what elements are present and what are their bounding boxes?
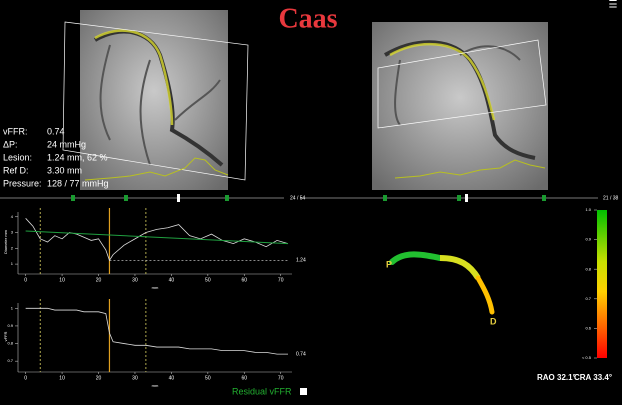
stat-label: vFFR: [3,126,28,136]
y-tick-label: 3 [11,230,14,235]
legend-toggle[interactable] [300,388,307,395]
stat-value: 128 / 77 mmHg [47,178,109,188]
y-tick-label: 1 [11,305,14,310]
x-tick-label: 40 [169,277,175,283]
x-axis-label: mm [152,383,159,388]
x-tick-label: 70 [278,277,284,283]
scale-tick-label: 0.8 [585,266,591,271]
scale-tick-label: < 0.5 [582,355,592,360]
x-tick-label: 20 [96,375,102,381]
stat-label: Ref D: [3,165,29,175]
scale-tick-label: 0.9 [585,237,591,242]
x-tick-label: 50 [205,277,211,283]
angio-right [372,22,548,190]
diameter-curve [25,218,289,262]
stat-label: Pressure: [3,178,42,188]
y-axis-label: Diameter mm [3,229,8,254]
y-axis-label: vFFR [3,332,8,342]
x-tick-label: 20 [96,277,102,283]
frame-counter: 24 / 54 [290,195,306,201]
vffr-end-label: 0.74 [296,351,306,357]
distal-label: D [490,316,497,326]
x-tick-label: 0 [24,375,27,381]
y-tick-label: 0.7 [7,358,13,363]
reference-line [25,230,289,245]
x-axis-label: mm [152,285,159,290]
scale-tick-label: 0.6 [585,325,591,330]
stat-value: 0.74 [47,126,65,136]
stat-label: Lesion: [3,152,32,162]
frame-counter: 21 / 38 [603,195,619,201]
stat-value: 24 mmHg [47,139,86,149]
y-tick-label: 1 [11,261,14,266]
menu-button[interactable]: ☰ [609,0,618,11]
y-tick-label: 2 [11,245,14,250]
proximal-label: P [386,259,392,269]
x-tick-label: 30 [132,375,138,381]
stat-value: 1.24 mm, 62 % [47,152,108,162]
x-tick-label: 10 [59,277,65,283]
angio-left [62,10,249,190]
scale-tick-label: 0.7 [585,296,591,301]
x-tick-label: 60 [241,375,247,381]
x-tick-label: 30 [132,277,138,283]
x-tick-label: 10 [59,375,65,381]
scale-tick-label: 1.0 [585,207,591,212]
stat-label: ΔP: [3,139,18,149]
x-tick-label: 70 [278,375,284,381]
legend-label: Residual vFFR [232,386,292,396]
min-diameter-label: 1.24 [296,258,306,264]
y-tick-label: 0.9 [7,323,13,328]
vffr-curve [25,307,288,355]
x-tick-label: 40 [169,375,175,381]
frame-slider-right[interactable] [300,194,598,202]
frame-slider-left[interactable] [0,194,284,202]
x-tick-label: 50 [205,375,211,381]
x-tick-label: 0 [24,277,27,283]
y-tick-label: 0.8 [7,341,13,346]
color-scale-bar [597,210,607,358]
y-tick-label: 4 [11,214,14,219]
x-tick-label: 60 [241,277,247,283]
view-angle: RAO 32.1° [537,373,576,382]
vessel-3d [389,251,495,315]
app-title: Caas [278,3,337,34]
view-angle: CRA 33.4° [574,373,612,382]
stat-value: 3.30 mm [47,165,82,175]
